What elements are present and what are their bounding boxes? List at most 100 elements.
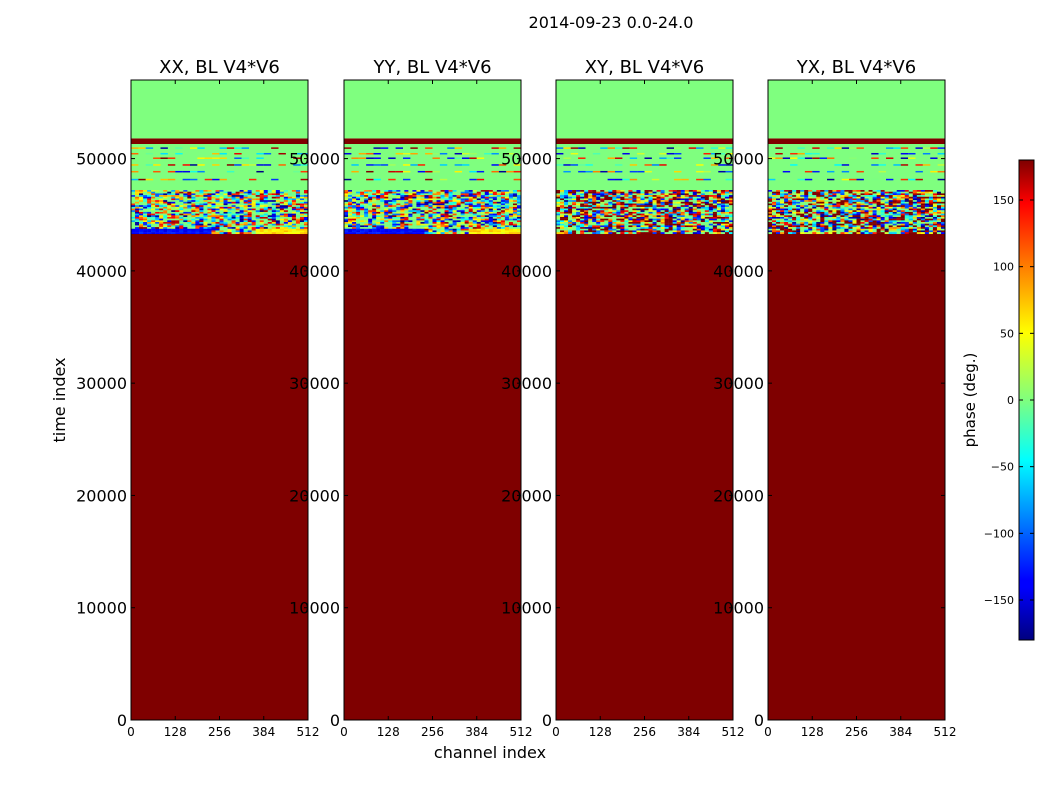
noise-cell: [227, 213, 232, 216]
noise-cell: [207, 227, 212, 229]
noise-cell: [784, 220, 789, 223]
noise-cell: [708, 230, 714, 233]
noise-cell: [896, 205, 901, 208]
noise-cell: [476, 222, 481, 224]
noise-cell: [243, 223, 248, 226]
noise-cell: [195, 210, 200, 213]
noise-cell: [420, 190, 425, 192]
noise-cell: [624, 201, 629, 204]
noise-cell: [191, 193, 196, 196]
noise-cell: [580, 190, 585, 192]
noise-cell: [452, 208, 457, 211]
noise-cell: [708, 191, 714, 194]
noise-cell: [295, 222, 301, 224]
noise-cell: [916, 200, 922, 203]
noise-cell: [692, 190, 697, 192]
noise-cell: [291, 195, 297, 197]
noise-cell: [712, 208, 718, 211]
noise-cell: [147, 206, 152, 209]
noise-cell: [636, 191, 641, 194]
noise-cell: [372, 200, 377, 203]
noise-cell: [576, 190, 581, 192]
noise-cell: [884, 216, 889, 219]
noise-cell: [604, 228, 609, 231]
noise-cell: [384, 218, 389, 221]
noise-cell: [151, 208, 156, 211]
noise-cell: [376, 198, 381, 201]
phase-line-cell: [131, 178, 139, 181]
noise-cell: [151, 228, 156, 231]
noise-cell: [464, 213, 469, 216]
noise-cell: [936, 193, 942, 196]
noise-cell: [652, 220, 657, 223]
noise-cell: [299, 232, 305, 235]
noise-cell: [516, 206, 522, 209]
noise-cell: [368, 196, 373, 199]
noise-cell: [684, 206, 689, 209]
noise-cell: [263, 193, 268, 196]
noise-cell: [199, 200, 204, 203]
noise-cell: [788, 223, 793, 226]
noise-cell: [155, 228, 160, 231]
noise-cell: [223, 225, 228, 228]
noise-cell: [696, 200, 702, 203]
noise-cell: [648, 190, 653, 192]
noise-cell: [688, 191, 693, 194]
noise-cell: [508, 213, 514, 216]
noise-cell: [904, 196, 909, 199]
noise-cell: [440, 196, 445, 199]
noise-cell: [932, 208, 938, 211]
noise-cell: [211, 195, 216, 197]
noise-cell: [215, 203, 220, 206]
noise-cell: [440, 222, 445, 224]
noise-cell: [135, 196, 140, 199]
noise-cell: [716, 211, 722, 214]
noise-cell: [596, 201, 601, 204]
noise-cell: [476, 213, 481, 216]
phase-line-cell: [615, 157, 623, 159]
noise-cell: [440, 203, 445, 206]
noise-cell: [392, 225, 397, 228]
noise-cell: [484, 228, 490, 231]
noise-cell: [287, 196, 293, 199]
noise-cell: [700, 225, 706, 228]
phase-line-cell: [403, 170, 411, 173]
noise-cell: [676, 198, 681, 201]
noise-cell: [448, 201, 453, 204]
noise-cell: [452, 191, 457, 194]
phase-line-cell: [718, 147, 726, 149]
noise-cell: [836, 210, 841, 213]
noise-cell: [444, 230, 449, 233]
noise-cell: [163, 210, 168, 213]
phase-line-cell: [615, 147, 623, 149]
noise-cell: [255, 215, 260, 218]
phase-line-cell: [249, 164, 257, 166]
noise-cell: [376, 218, 381, 221]
noise-cell: [303, 193, 309, 196]
noise-cell: [836, 198, 841, 201]
noise-cell: [480, 206, 485, 209]
noise-cell: [796, 215, 801, 218]
noise-cell: [199, 201, 204, 204]
noise-cell: [476, 227, 481, 229]
y-tick-label: 30000: [76, 374, 127, 393]
noise-cell: [456, 190, 461, 192]
noise-cell: [488, 225, 494, 228]
noise-cell: [348, 195, 353, 197]
noise-cell: [199, 230, 204, 233]
noise-cell: [231, 227, 236, 229]
noise-cell: [171, 216, 176, 219]
noise-cell: [492, 223, 498, 226]
noise-cell: [852, 206, 857, 209]
noise-cell: [279, 200, 285, 203]
noise-cell: [684, 232, 689, 235]
noise-cell: [135, 216, 140, 219]
noise-cell: [564, 190, 569, 192]
noise-cell: [940, 206, 946, 209]
noise-cell: [303, 190, 309, 192]
noise-cell: [768, 208, 773, 211]
noise-cell: [600, 222, 605, 224]
noise-cell: [348, 225, 353, 228]
phase-line-cell: [937, 152, 945, 155]
noise-cell: [608, 208, 613, 211]
